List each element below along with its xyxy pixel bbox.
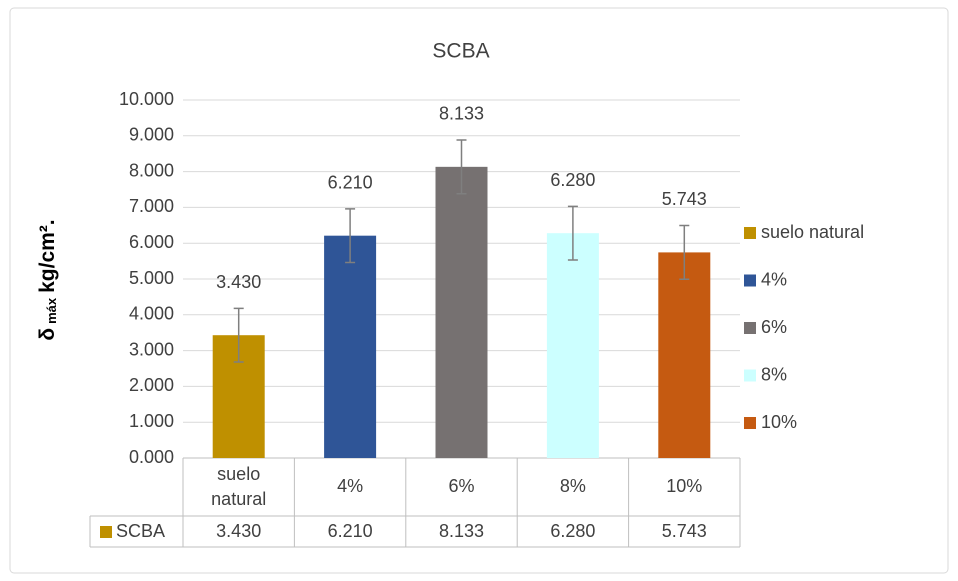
table-value: 6.280: [550, 521, 595, 541]
x-tick-label: 6%: [448, 476, 474, 496]
legend-key: [744, 322, 756, 334]
legend-label: 4%: [761, 269, 787, 289]
chart-title: SCBA: [432, 40, 489, 63]
y-axis-symbol: δ: [36, 328, 59, 341]
data-label: 6.210: [328, 172, 373, 192]
x-tick-label: 10%: [666, 476, 702, 496]
legend-label: suelo natural: [761, 222, 864, 242]
legend-label: 8%: [761, 364, 787, 384]
y-tick-label: 4.000: [129, 304, 174, 324]
bar: [435, 166, 488, 458]
y-tick-label: 1.000: [129, 411, 174, 431]
error-bar: [567, 205, 578, 261]
error-bar: [345, 208, 356, 264]
table-value: 8.133: [439, 521, 484, 541]
table-series-name: SCBA: [116, 521, 165, 541]
x-tick-label: suelo natural: [211, 464, 266, 509]
bar: [658, 252, 711, 458]
y-axis-unit: kg/cm².: [36, 219, 59, 293]
y-tick-label: 5.000: [129, 268, 174, 288]
bar: [324, 235, 377, 458]
legend-key: [744, 227, 756, 239]
y-tick-label: 3.000: [129, 339, 174, 359]
error-bar: [233, 307, 244, 363]
data-label: 5.743: [662, 189, 707, 209]
y-tick-label: 9.000: [129, 125, 174, 145]
y-tick-label: 7.000: [129, 196, 174, 216]
y-axis-subscript: máx: [44, 297, 59, 324]
bar: [546, 233, 599, 458]
y-tick-label: 6.000: [129, 232, 174, 252]
y-axis-title: δ máx kg/cm².: [36, 219, 60, 340]
y-tick-label: 2.000: [129, 375, 174, 395]
y-tick-label: 10.000: [119, 89, 174, 109]
legend-key: [744, 274, 756, 287]
legend-key: [744, 417, 756, 429]
error-bar: [679, 224, 690, 281]
x-tick-label: 4%: [337, 476, 363, 496]
table-value: 3.430: [216, 521, 261, 541]
legend-label: 10%: [761, 412, 797, 432]
legend-key: [744, 369, 756, 382]
data-label: 3.430: [216, 272, 261, 292]
table-value: 6.210: [328, 521, 373, 541]
error-bar: [456, 139, 467, 195]
y-tick-label: 0.000: [129, 447, 174, 467]
table-value: 5.743: [662, 521, 707, 541]
x-tick-label: 8%: [560, 476, 586, 496]
legend-label: 6%: [761, 317, 787, 337]
data-label: 8.133: [439, 104, 484, 124]
data-label: 6.280: [550, 170, 595, 190]
y-tick-label: 8.000: [129, 160, 174, 180]
table-legend-key: [100, 526, 112, 538]
